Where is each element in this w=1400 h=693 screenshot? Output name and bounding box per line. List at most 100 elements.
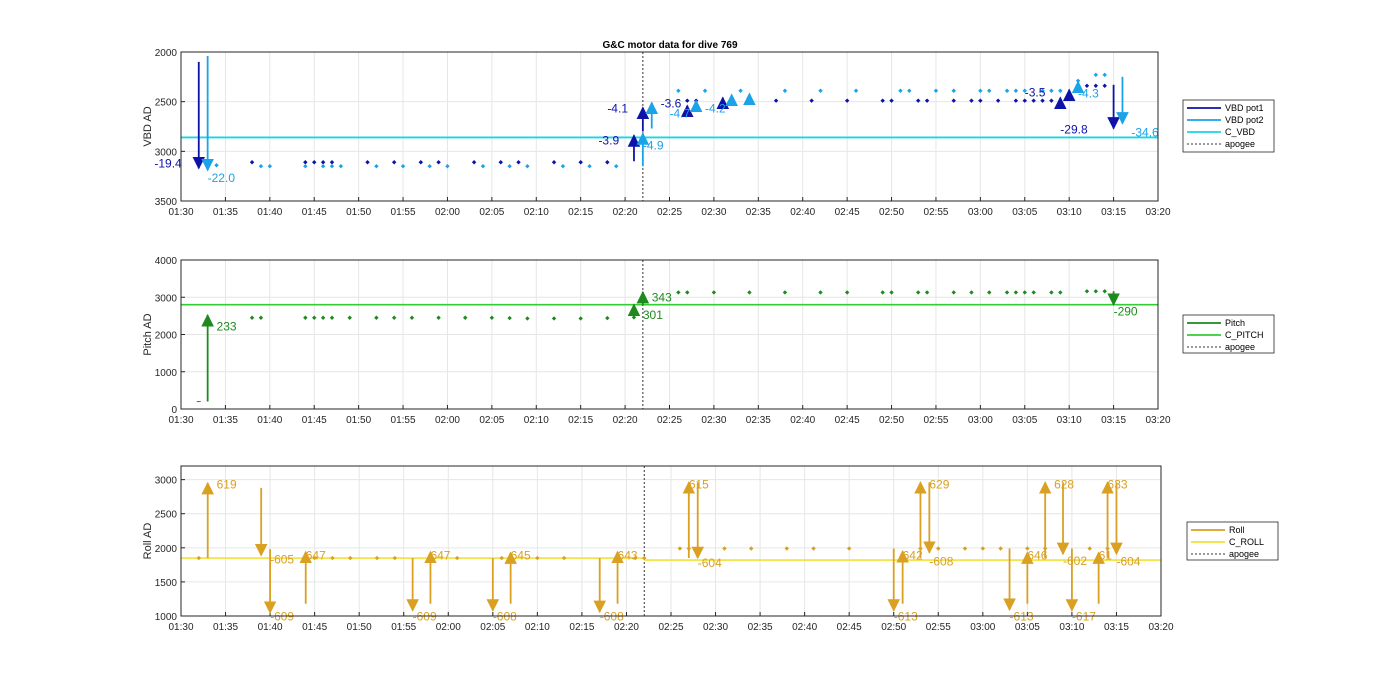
data-point	[782, 290, 788, 295]
data-point	[516, 160, 521, 165]
legend-entry: C_ROLL	[1229, 537, 1264, 547]
y-tick-label: 1500	[155, 578, 178, 589]
data-point	[1031, 290, 1036, 295]
data-point	[445, 164, 450, 169]
vbd-panel: 01:30 01:35 01:40 01:45 01:50 01:55 02:00 02:05…	[142, 48, 1275, 218]
move-label: 615	[689, 477, 709, 491]
x-tick-label: 02:40	[790, 415, 815, 426]
data-point	[1049, 98, 1054, 103]
data-point	[811, 546, 816, 551]
data-point	[1058, 88, 1063, 93]
x-tick-label: 01:30	[168, 622, 193, 633]
move-label: -34.6	[1131, 125, 1159, 139]
move-label: -604	[1116, 554, 1140, 568]
x-tick-label: 02:55	[926, 622, 951, 633]
x-tick-label: 02:05	[480, 622, 505, 633]
x-tick-label: 01:35	[213, 622, 238, 633]
data-point	[676, 290, 681, 295]
data-point	[809, 98, 814, 103]
data-point	[329, 164, 335, 169]
legend-entry: Roll	[1229, 525, 1245, 535]
y-tick-label: 3500	[155, 197, 178, 208]
x-tick-label: 03:20	[1148, 622, 1173, 633]
data-point	[605, 160, 610, 165]
y-tick-label: 1000	[155, 612, 178, 623]
data-point	[214, 163, 219, 168]
data-point	[1013, 88, 1019, 93]
move-label: -608	[493, 610, 517, 624]
move-label: -29.8	[1060, 122, 1088, 136]
x-tick-label: 01:35	[213, 207, 238, 218]
data-point	[846, 546, 852, 551]
data-point	[880, 290, 885, 295]
legend-entry: VBD pot1	[1225, 103, 1264, 113]
move-label: 633	[1108, 477, 1128, 491]
data-point	[987, 290, 992, 295]
legend-entry: apogee	[1225, 342, 1255, 352]
x-tick-label: 02:30	[703, 622, 728, 633]
y-tick-label: 1000	[155, 368, 178, 379]
x-tick-label: 01:35	[213, 415, 238, 426]
data-point	[551, 160, 557, 165]
x-tick-label: 01:55	[391, 207, 416, 218]
data-point	[320, 164, 326, 169]
data-point	[560, 164, 566, 169]
move-label: -19.4	[154, 156, 182, 170]
data-point	[374, 315, 379, 320]
x-tick-label: 02:35	[746, 207, 771, 218]
data-point	[995, 98, 1001, 103]
data-point	[1093, 72, 1099, 78]
data-point	[489, 315, 495, 320]
data-point	[525, 316, 530, 321]
data-point	[605, 315, 610, 321]
data-point	[409, 315, 415, 320]
y-tick-label: 3000	[155, 476, 178, 487]
data-point	[853, 88, 859, 93]
x-tick-label: 02:10	[524, 415, 549, 426]
x-tick-label: 02:00	[436, 622, 461, 633]
data-point	[303, 160, 308, 165]
move-label: -609	[413, 610, 437, 624]
data-point	[738, 88, 743, 93]
x-tick-label: 02:30	[701, 207, 726, 218]
move-label: 629	[929, 477, 949, 491]
data-point	[1102, 72, 1107, 78]
data-point	[1004, 290, 1010, 295]
data-point	[1093, 289, 1099, 294]
x-tick-label: 03:15	[1101, 415, 1126, 426]
data-point	[312, 555, 317, 561]
data-point	[196, 555, 202, 561]
data-point	[436, 160, 441, 165]
data-point	[1022, 290, 1027, 295]
data-point	[551, 316, 557, 321]
data-point	[1058, 290, 1063, 295]
data-point	[978, 88, 983, 93]
data-point	[969, 98, 974, 103]
move-label: 619	[217, 477, 237, 491]
move-label: -609	[270, 610, 294, 624]
legend-entry: VBD pot2	[1225, 115, 1264, 125]
data-point	[1013, 290, 1019, 295]
x-tick-label: 01:45	[302, 207, 327, 218]
data-point	[312, 315, 317, 320]
x-tick-label: 02:00	[435, 415, 460, 426]
data-point	[499, 555, 504, 561]
data-point	[329, 315, 335, 320]
data-point	[267, 164, 273, 169]
legend-entry: apogee	[1225, 139, 1255, 149]
move-label: 343	[652, 290, 672, 304]
move-label: -290	[1114, 304, 1138, 318]
data-point	[748, 546, 754, 551]
y-tick-label: 2500	[155, 98, 178, 109]
data-point	[348, 555, 353, 561]
data-point	[1087, 546, 1092, 551]
x-tick-label: 03:20	[1145, 207, 1170, 218]
data-point	[818, 88, 823, 93]
x-tick-label: 02:25	[657, 415, 682, 426]
chart-title: G&C motor data for dive 769	[602, 40, 737, 51]
data-point	[303, 315, 308, 320]
x-tick-label: 02:20	[614, 622, 639, 633]
x-tick-label: 02:45	[837, 622, 862, 633]
data-point	[722, 546, 727, 551]
x-tick-label: 01:50	[346, 207, 371, 218]
